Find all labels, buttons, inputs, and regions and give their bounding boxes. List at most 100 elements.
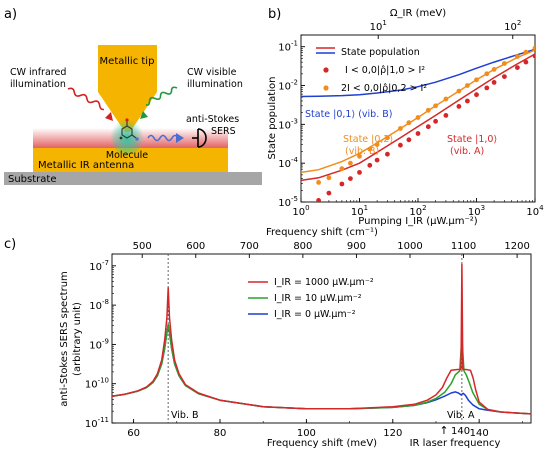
annotation-vib-a: Vib. A <box>447 410 475 421</box>
chart-b-point <box>484 71 490 77</box>
chart-b-point <box>415 115 421 120</box>
chart-b-point <box>406 120 412 126</box>
chart-b-point <box>532 45 535 51</box>
chart-c-ylabel-2: (arbitrary unit) <box>72 302 83 376</box>
chart-b-point <box>415 131 421 136</box>
substrate-label: Substrate <box>8 174 56 185</box>
legend-c-label-2: I_IR = 10 μW.μm⁻² <box>274 293 362 304</box>
chart-b-point <box>433 118 438 124</box>
chart-b-point <box>474 77 479 83</box>
chart-b-point <box>385 135 390 141</box>
substrate-layer <box>4 172 262 185</box>
chart-c-ytick-label: 10-7 <box>89 259 109 273</box>
annotation-state-10: State |1,0⟩ <box>447 134 497 145</box>
chart-b-point <box>491 80 497 85</box>
legend-b-label-1: State population <box>341 47 420 58</box>
legend-c-label-3: I_IR = 0 μW.μm⁻² <box>274 309 356 320</box>
chart-b-point <box>367 146 373 152</box>
chart-c-ytick-label: 10-8 <box>89 298 109 312</box>
chart-b-point <box>515 54 520 59</box>
chart-c-toptick-label: 700 <box>240 241 259 252</box>
chart-b-point <box>425 107 431 113</box>
detector-icon <box>192 128 207 148</box>
chart-b-top-xlabel: Ω_IR (meV) <box>390 8 446 19</box>
chart-c-xtick-label: 80 <box>214 428 227 439</box>
chart-c-series <box>112 263 531 415</box>
chart-b-xtick-label: 104 <box>526 204 544 218</box>
legend-b-dot-orange <box>323 85 329 91</box>
chart-c-series-line-2 <box>112 263 531 415</box>
chart-c-frame <box>111 253 532 424</box>
chart-b-point <box>316 180 321 185</box>
chart-b-point <box>326 190 332 196</box>
chart-b-point <box>465 98 470 104</box>
chart-c-toptick-label: 1100 <box>451 241 476 252</box>
chart-b-point <box>532 53 535 59</box>
chart-c-toptick-label: 1200 <box>504 241 529 252</box>
chart-b-point <box>456 104 462 109</box>
legend-b-label-2: I < 0,0|ρ̂|1,0 > I² <box>345 65 425 76</box>
chart-c-ytick-label: 10-11 <box>85 416 109 430</box>
chart-b-point <box>456 88 462 94</box>
chart-b-ytick-label: 10-3 <box>278 117 298 131</box>
chart-b-point <box>491 67 497 72</box>
metallic-tip <box>98 45 157 132</box>
chart-c-xtick-label: 100 <box>297 428 316 439</box>
visible-label-line1: CW visible <box>187 67 237 78</box>
annotation-laser-text: IR laser frequency <box>410 438 501 449</box>
visible-arrow-head <box>140 111 148 119</box>
visible-label-line2: illumination <box>187 79 243 90</box>
chart-b-point <box>357 153 362 159</box>
chart-b-series <box>301 45 535 202</box>
panel-label-b: b) <box>268 7 281 22</box>
molecule-icon <box>119 118 139 141</box>
molecule-label: Molecule <box>106 150 148 161</box>
chart-b-point <box>474 92 479 98</box>
chart-b-xlabel: Pumping I_IR (μW.μm⁻²) <box>358 216 478 227</box>
chart-c-ylabel-1: anti-Stokes SERS spectrum <box>59 271 70 407</box>
molecule-glow <box>110 115 144 155</box>
chart-b-point <box>433 103 438 109</box>
legend-c-label-1: I_IR = 1000 μW.μm⁻² <box>274 277 374 288</box>
panel-a-schematic: a) Substrate Metallic IR antenna Metalli… <box>4 7 262 185</box>
chart-c-xtick-label: 60 <box>127 428 140 439</box>
panel-label-c: c) <box>4 237 16 252</box>
chart-c-ytick-label: 10-9 <box>89 337 109 351</box>
chart-c-toptick-label: 600 <box>186 241 205 252</box>
chart-b-legend: State population I < 0,0|ρ̂|1,0 > I² 2I … <box>316 47 427 94</box>
chart-b-point <box>339 166 345 172</box>
chart-c-xtick-label: 140 <box>470 428 489 439</box>
chart-b-point <box>502 61 507 66</box>
chart-b-point <box>515 65 520 70</box>
ir-arrow-head <box>105 112 113 121</box>
chart-b-point <box>385 151 390 157</box>
panel-b-chart: b) Ω_IR (meV) Pumping I_IR (μW.μm⁻²) Sta… <box>267 7 544 227</box>
ir-label-line2: illumination <box>10 79 66 90</box>
annotation-state-02: State |0,2⟩ <box>343 134 393 145</box>
chart-b-point <box>339 181 345 187</box>
annotation-state-01: State |0,1⟩ (vib. B) <box>305 109 392 120</box>
annotation-state-02-vib: (vib. B) <box>345 146 379 157</box>
chart-b-point <box>406 137 412 143</box>
chart-b-ylabel: State population <box>267 77 278 160</box>
sers-label-line2: SERS <box>211 126 236 137</box>
chart-b-xtick-label: 103 <box>468 204 485 218</box>
chart-b-ytick-label: 10-1 <box>278 40 298 54</box>
panel-label-a: a) <box>4 7 17 22</box>
chart-b-point <box>484 85 490 91</box>
chart-b-point <box>502 74 507 79</box>
chart-b-point <box>398 126 403 131</box>
chart-b-point <box>326 175 332 181</box>
chart-c-toptick-label: 1000 <box>397 241 422 252</box>
chart-b-toptick-label: 102 <box>504 19 521 33</box>
chart-b-point <box>443 96 449 102</box>
tip-label: Metallic tip <box>100 56 155 67</box>
chart-c-toptick-label: 500 <box>133 241 152 252</box>
chart-b-point <box>425 124 431 130</box>
chart-c-toptick-label: 800 <box>293 241 312 252</box>
ir-wave-arrow <box>67 87 105 111</box>
sers-wave-arrow <box>147 134 179 142</box>
ir-label-line1: CW infrared <box>10 67 66 78</box>
annotation-vib-b: Vib. B <box>171 410 199 421</box>
